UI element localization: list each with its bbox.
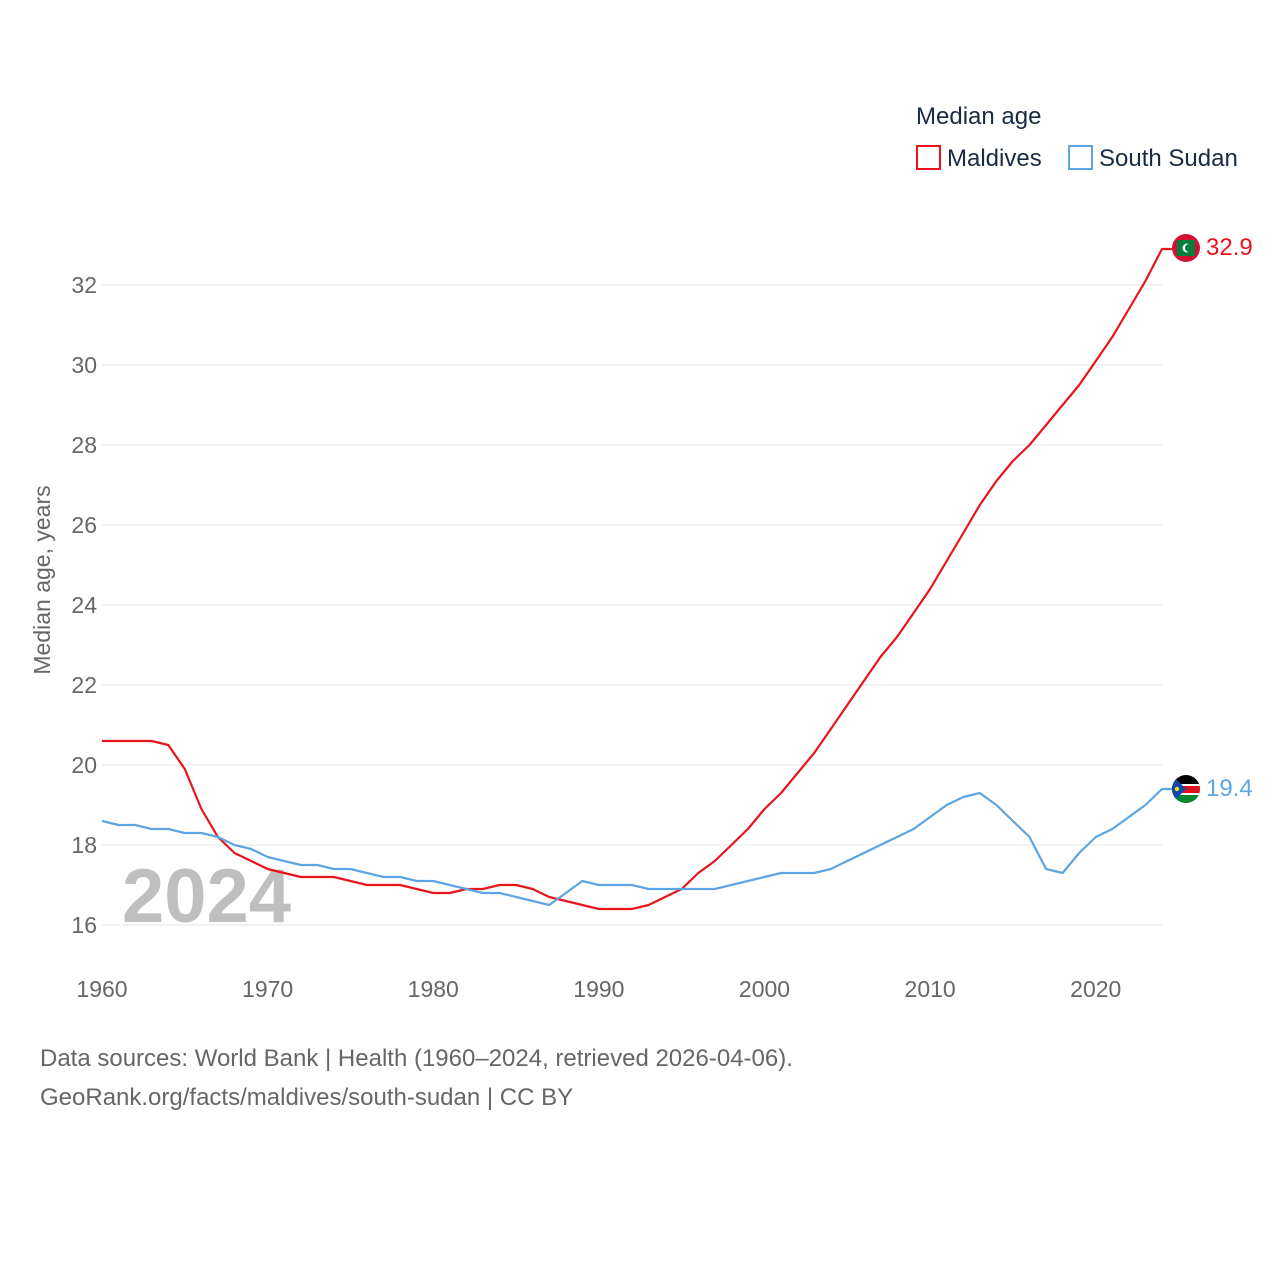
year-watermark: 2024 (122, 854, 291, 939)
x-tick-label: 2020 (1070, 976, 1121, 1002)
legend-swatch-maldives (916, 145, 941, 170)
series-line-maldives (102, 247, 1172, 911)
y-tick-label: 28 (71, 432, 97, 458)
legend: Median age Maldives South Sudan (916, 103, 1238, 172)
series-lines (101, 247, 1172, 911)
median-age-chart: 16 18 20 22 24 26 28 30 32 1960 1970 1980 1990 2000 2… (29, 103, 1253, 1002)
x-axis-ticks: 1960 1970 1980 1990 2000 2010 2020 (76, 976, 1121, 1002)
footer-link[interactable]: GeoRank.org/facts/maldives/south-sudan |… (40, 1084, 574, 1111)
x-tick-label: 1980 (408, 976, 459, 1002)
legend-label-maldives: Maldives (947, 145, 1042, 172)
x-tick-label: 1960 (76, 976, 127, 1002)
y-tick-label: 18 (71, 832, 97, 858)
y-tick-label: 16 (71, 912, 97, 938)
end-label-maldives: 32.9 (1206, 234, 1253, 261)
y-tick-label: 24 (71, 592, 97, 618)
legend-label-south-sudan: South Sudan (1099, 145, 1238, 172)
x-tick-label: 2000 (739, 976, 790, 1002)
legend-title: Median age (916, 103, 1041, 130)
legend-swatch-south-sudan (1068, 145, 1093, 170)
y-tick-label: 32 (71, 272, 97, 298)
footer-sources: Data sources: World Bank | Health (1960–… (40, 1045, 793, 1072)
end-label-south-sudan: 19.4 (1206, 775, 1253, 802)
y-axis-label: Median age, years (29, 485, 55, 674)
y-tick-label: 22 (71, 672, 97, 698)
x-tick-label: 1970 (242, 976, 293, 1002)
y-axis-ticks: 16 18 20 22 24 26 28 30 32 (71, 272, 97, 938)
y-tick-label: 26 (71, 512, 97, 538)
x-tick-label: 2010 (905, 976, 956, 1002)
maldives-flag-icon (1172, 234, 1200, 262)
series-line-south-sudan (101, 787, 1172, 907)
x-tick-label: 1990 (573, 976, 624, 1002)
y-tick-label: 30 (71, 352, 97, 378)
y-tick-label: 20 (71, 752, 97, 778)
south-sudan-flag-icon (1172, 775, 1200, 803)
grid-lines (102, 284, 1162, 926)
